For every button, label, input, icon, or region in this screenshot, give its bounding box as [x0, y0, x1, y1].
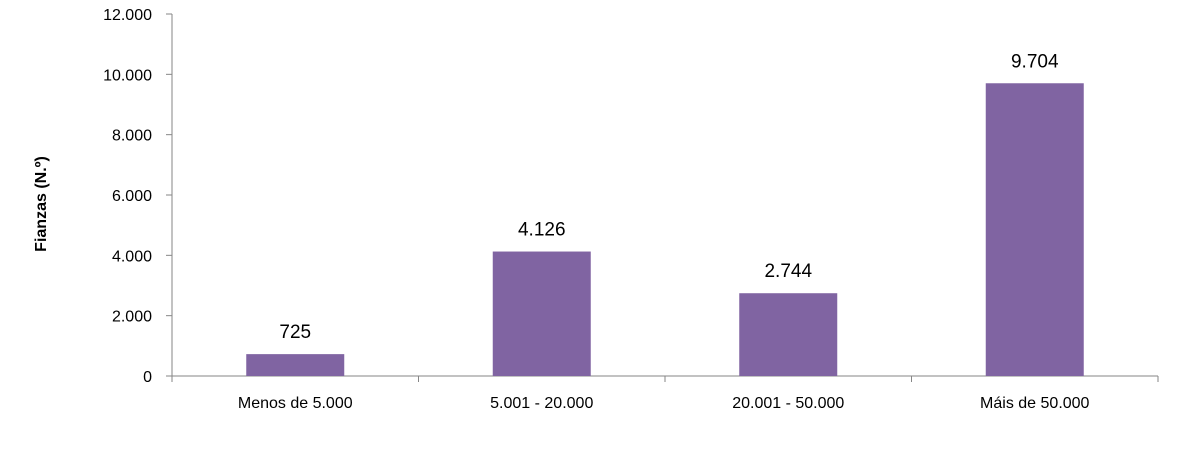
x-tick-label: Máis de 50.000: [980, 395, 1090, 412]
x-axis: Menos de 5.000 5.001 - 20.000 20.001 - 50.…: [171, 375, 1159, 412]
bar: [492, 251, 591, 376]
bar: [985, 83, 1084, 376]
y-tick-label: 6.000: [112, 188, 152, 205]
bar-value-label: 9.704: [1011, 51, 1059, 72]
y-tick-label: 0: [143, 369, 152, 386]
bar-value-label: 4.126: [518, 220, 566, 241]
y-axis: 0 2.000 4.000 6.000 8.000 10.000 12.000: [103, 7, 173, 386]
x-tick-label: 5.001 - 20.000: [490, 395, 593, 412]
y-tick-label: 12.000: [103, 7, 152, 24]
bar-value-label: 2.744: [764, 261, 812, 282]
bar-value-label: 725: [279, 322, 311, 343]
y-tick-label: 2.000: [112, 309, 152, 326]
bars: [246, 83, 1084, 376]
bar: [739, 293, 838, 376]
bar: [246, 354, 345, 376]
y-tick-label: 4.000: [112, 248, 152, 265]
y-tick-label: 8.000: [112, 128, 152, 145]
data-labels: 725 4.126 2.744 9.704: [279, 51, 1059, 343]
x-tick-label: 20.001 - 50.000: [732, 395, 844, 412]
x-tick-label: Menos de 5.000: [238, 395, 353, 412]
y-axis-title: Fianzas (N.º): [33, 156, 50, 252]
y-tick-label: 10.000: [103, 67, 152, 84]
